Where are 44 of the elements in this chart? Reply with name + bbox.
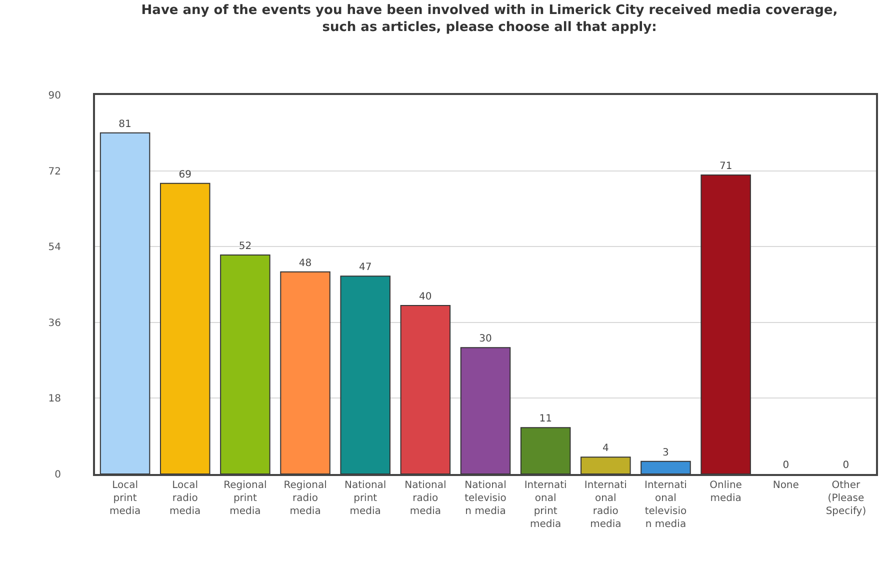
y-tick-label: 18: [48, 394, 61, 405]
bar: [280, 271, 330, 474]
y-tick-label: 36: [48, 318, 61, 329]
data-label: 47: [358, 262, 372, 274]
x-tick-label: Other (Please Specify): [826, 480, 866, 517]
data-label: 40: [419, 292, 432, 303]
data-label: 71: [719, 161, 732, 172]
bar: [220, 254, 270, 474]
x-tick-label: National print media: [344, 480, 386, 517]
data-label: 3: [662, 447, 669, 458]
bar: [520, 427, 571, 474]
bar: [340, 276, 390, 474]
x-tick-label: Online media: [710, 480, 742, 504]
y-tick-label: 0: [54, 470, 61, 480]
x-tick-label: Local radio media: [170, 480, 201, 517]
bar: [640, 460, 691, 474]
bar: [100, 132, 150, 474]
y-tick-label: 54: [48, 242, 61, 254]
x-tick-label: Local print media: [109, 480, 141, 517]
x-tick-label: International print media: [524, 480, 567, 530]
x-tick-label: Regional radio media: [284, 480, 327, 517]
y-tick-label: 72: [48, 166, 61, 178]
x-tick-label: Regional print media: [224, 480, 267, 517]
data-label: 48: [298, 258, 312, 269]
x-tick-label: International radio media: [584, 480, 627, 530]
y-tick-label: 90: [48, 90, 61, 102]
data-label: 0: [842, 460, 850, 471]
bar: [700, 174, 751, 474]
x-tick-label: National television media: [464, 480, 506, 517]
bar: [160, 182, 210, 474]
data-label: 69: [178, 169, 192, 180]
data-label: 0: [782, 460, 790, 471]
x-tick-label: None: [772, 480, 799, 491]
bar: [460, 347, 511, 474]
data-label: 52: [238, 241, 252, 252]
data-label: 11: [539, 414, 552, 425]
data-label: 81: [118, 118, 132, 130]
bar: [400, 305, 451, 474]
data-label: 4: [602, 443, 609, 454]
x-tick-label: National radio media: [404, 480, 446, 517]
chart-title: Have any of the events you have been involved with in Limerick City received media coverage, such as articles, please choose all that apply:: [141, 3, 838, 36]
bar: [580, 456, 631, 474]
x-tick-label: International television media: [644, 480, 687, 530]
data-label: 30: [479, 334, 492, 345]
